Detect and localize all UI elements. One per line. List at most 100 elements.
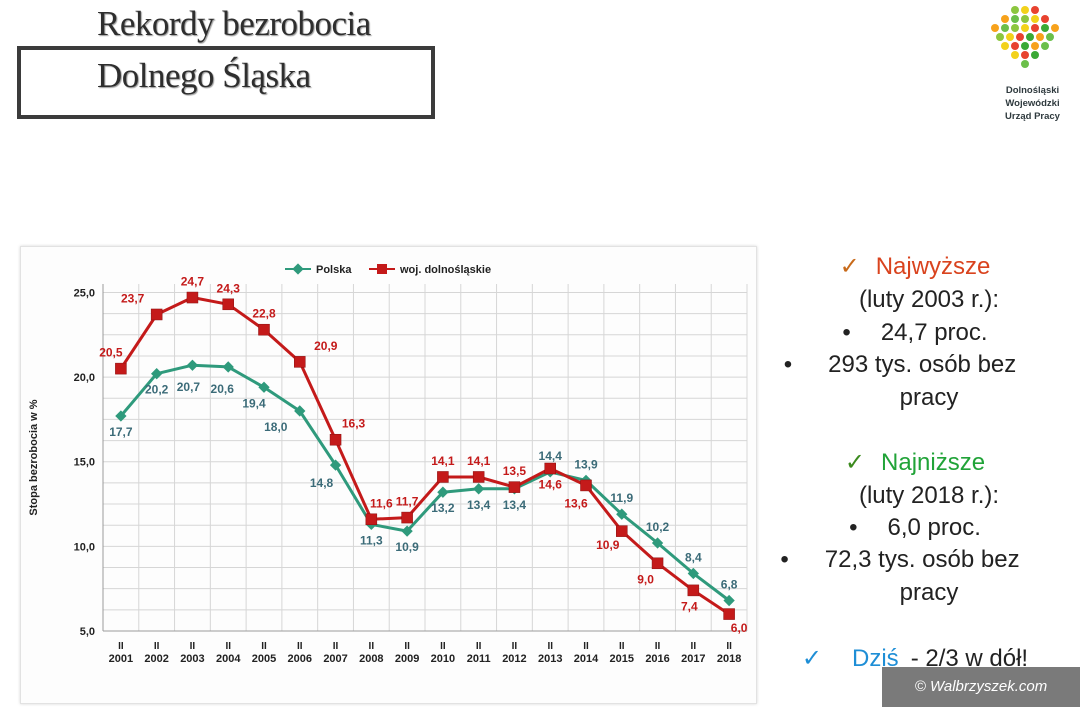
data-point-dolnoslaskie [329, 433, 342, 446]
x-tick-month: II [619, 641, 625, 652]
x-tick-label: 2004 [216, 653, 241, 665]
data-label-dolnoslaskie: 14,1 [467, 454, 491, 468]
highest-rate-item: • 24,7 proc. [760, 319, 1070, 347]
data-point-dolnoslaskie [258, 323, 270, 336]
x-tick-label: 2014 [574, 653, 599, 665]
highest-people-item: • 293 tys. osób bez [760, 351, 1070, 379]
data-label-dolnoslaskie: 20,9 [314, 339, 338, 353]
data-point-polska [723, 594, 735, 607]
data-point-dolnoslaskie [365, 513, 378, 526]
legend-label: Polska [316, 264, 352, 276]
highest-people: 293 tys. osób bez [828, 351, 1017, 378]
data-point-dolnoslaskie [544, 462, 556, 475]
logo-dot [1011, 15, 1019, 23]
logo-line-2: Wojewódzki [1005, 98, 1060, 109]
data-label-polska: 13,4 [503, 498, 527, 512]
logo-dot [991, 24, 999, 32]
x-tick-label: 2009 [395, 653, 419, 665]
logo-dot [996, 33, 1004, 41]
data-label-dolnoslaskie: 14,1 [431, 454, 455, 468]
bullet: • [783, 351, 793, 378]
data-label-dolnoslaskie: 9,0 [637, 572, 654, 586]
data-point-dolnoslaskie [616, 525, 628, 537]
logo-dot [1016, 33, 1024, 41]
data-point-dolnoslaskie [472, 471, 485, 483]
logo-dot [1006, 33, 1014, 41]
data-label-dolnoslaskie: 11,6 [370, 496, 393, 510]
logo-dot [1041, 24, 1049, 32]
lowest-people: 72,3 tys. osób bez [824, 546, 1020, 573]
data-point-dolnoslaskie [150, 308, 163, 321]
data-label-polska: 8,4 [685, 550, 702, 564]
logo-dot [1031, 15, 1039, 23]
data-point-polska [186, 359, 199, 371]
x-tick-month: II [118, 641, 124, 652]
lowest-people-item: • 72,3 tys. osób bez [760, 546, 1070, 574]
data-point-polska [294, 405, 306, 417]
hexagon-cluster-icon [991, 6, 1059, 68]
x-tick-month: II [583, 641, 589, 652]
logo-dot [1001, 15, 1009, 23]
check-icon: ✓ [801, 645, 823, 672]
data-point-polska [473, 483, 485, 495]
check-icon: ✓ [844, 449, 866, 476]
data-label-polska: 14,8 [310, 476, 334, 490]
data-point-dolnoslaskie [115, 362, 127, 375]
logo-text: Dolnośląski Wojewódzki Urząd Pracy [985, 84, 1080, 123]
logo-dot [1021, 60, 1029, 68]
y-axis-label: Stopa bezrobocia w % [28, 399, 40, 515]
data-label-dolnoslaskie: 23,7 [121, 291, 145, 305]
x-tick-label: 2016 [645, 653, 669, 665]
x-tick-month: II [333, 641, 339, 652]
lowest-rate-item: • 6,0 proc. [760, 514, 1070, 542]
logo-dot [1021, 6, 1029, 14]
y-tick-label: 15,0 [74, 457, 95, 469]
data-label-polska: 20,2 [145, 383, 169, 397]
x-tick-label: 2008 [359, 653, 383, 665]
data-label-polska: 13,4 [467, 498, 491, 512]
x-tick-label: 2018 [717, 653, 741, 665]
x-tick-month: II [476, 641, 482, 652]
watermark: © Walbrzyszek.com [882, 667, 1080, 707]
logo-dot [1021, 42, 1029, 50]
x-tick-label: 2015 [610, 653, 634, 665]
logo-line-1: Dolnośląski [1005, 85, 1060, 96]
logo-dot [1021, 24, 1029, 32]
lowest-label: Najniższe [881, 449, 986, 476]
data-label-polska: 11,3 [360, 533, 383, 547]
lowest-heading: ✓ Najniższe [760, 448, 1070, 477]
data-point-dolnoslaskie [508, 481, 521, 493]
data-point-polska [258, 381, 270, 393]
data-label-dolnoslaskie: 11,7 [396, 495, 419, 509]
x-tick-month: II [404, 641, 410, 652]
data-label-dolnoslaskie: 10,9 [596, 538, 620, 552]
highest-date: (luty 2003 r.): [858, 286, 1000, 313]
x-tick-month: II [512, 641, 518, 652]
x-tick-month: II [225, 641, 231, 652]
logo-dot [1036, 33, 1044, 41]
x-tick-month: II [655, 641, 661, 652]
chart-svg: 5,010,015,020,025,0II2001II2002II2003II2… [28, 263, 748, 665]
x-tick-label: 2002 [144, 653, 168, 665]
data-label-dolnoslaskie: 24,7 [181, 275, 205, 289]
bullet: • [849, 514, 858, 541]
data-label-dolnoslaskie: 7,4 [681, 599, 698, 613]
x-tick-month: II [691, 641, 697, 652]
dwup-logo: Dolnośląski Wojewódzki Urząd Pracy [985, 4, 1075, 129]
logo-dot [1026, 33, 1034, 41]
data-label-dolnoslaskie: 13,6 [564, 496, 588, 510]
data-label-dolnoslaskie: 20,5 [99, 346, 123, 360]
data-point-dolnoslaskie [687, 584, 700, 597]
data-label-polska: 20,7 [177, 380, 201, 394]
lowest-rate: 6,0 proc. [887, 514, 981, 541]
legend-marker [377, 264, 387, 274]
y-tick-label: 10,0 [74, 541, 95, 553]
logo-dot [1021, 51, 1029, 59]
x-tick-label: 2005 [252, 653, 276, 665]
data-label-dolnoslaskie: 13,5 [503, 464, 527, 478]
data-point-polska [651, 537, 664, 549]
x-tick-month: II [261, 641, 267, 652]
logo-dot [1011, 51, 1019, 59]
x-tick-label: 2017 [681, 653, 705, 665]
x-tick-label: 2011 [467, 653, 491, 665]
